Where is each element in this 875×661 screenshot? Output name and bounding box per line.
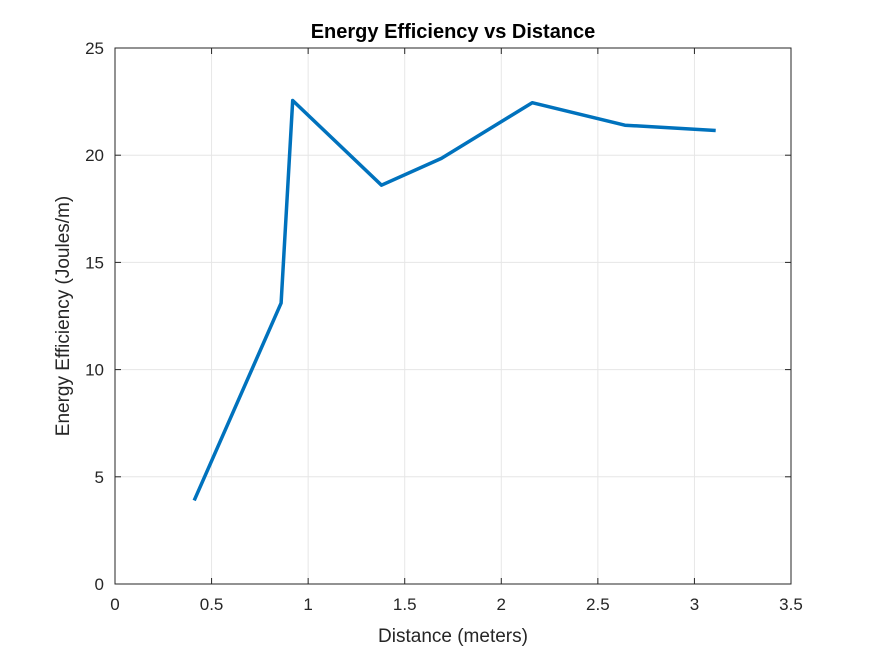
x-tick-label: 2 xyxy=(497,595,506,614)
y-tick-label: 20 xyxy=(85,146,104,165)
y-axis-label: Energy Efficiency (Joules/m) xyxy=(53,196,74,436)
x-tick-label: 0 xyxy=(110,595,119,614)
x-tick-label: 1 xyxy=(303,595,312,614)
y-tick-label: 0 xyxy=(95,575,104,594)
y-tick-label: 25 xyxy=(85,39,104,58)
x-tick-label: 3 xyxy=(690,595,699,614)
y-tick-label: 10 xyxy=(85,361,104,380)
x-tick-label: 2.5 xyxy=(586,595,610,614)
chart-title: Energy Efficiency vs Distance xyxy=(311,21,596,43)
y-tick-label: 15 xyxy=(85,253,104,272)
x-tick-label: 1.5 xyxy=(393,595,417,614)
y-tick-label: 5 xyxy=(95,468,104,487)
x-tick-label: 0.5 xyxy=(200,595,224,614)
x-tick-label: 3.5 xyxy=(779,595,803,614)
x-axis-label: Distance (meters) xyxy=(378,626,528,647)
